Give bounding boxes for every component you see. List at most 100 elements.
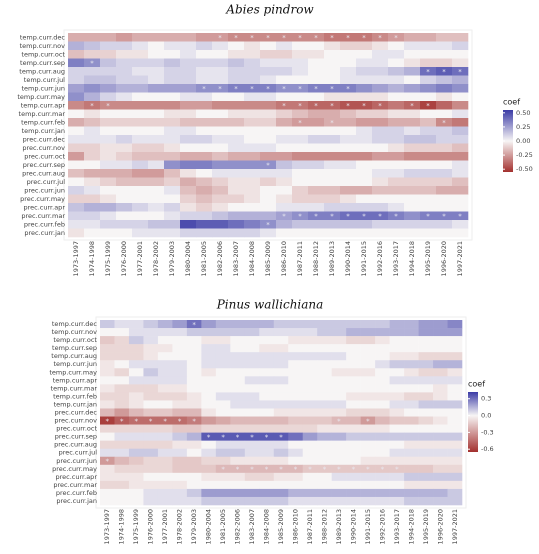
heat-cell: [128, 496, 144, 506]
heat-cell: [84, 211, 101, 221]
heat-cell: [436, 118, 453, 127]
x-tick-label: 1994-2018: [407, 509, 415, 544]
heat-cell: [201, 376, 217, 385]
heat-cell: [433, 328, 448, 337]
heat-cell: [68, 228, 85, 238]
heat-cell: [331, 448, 347, 458]
heat-cell: [331, 440, 347, 449]
heat-cell: [172, 336, 188, 345]
heat-cell: [433, 320, 448, 329]
heat-cell: [260, 126, 277, 136]
significance-mark: *: [266, 221, 270, 229]
heat-cell: [404, 456, 419, 466]
heat-cell: [276, 109, 293, 119]
heat-cell: [230, 368, 246, 377]
heat-cell: [340, 177, 357, 187]
heat-cell: [244, 109, 261, 119]
y-tick-label: temp.curr.nov: [52, 328, 98, 336]
x-tick-label: 1978-2002: [152, 241, 160, 276]
heat-cell: [388, 75, 405, 85]
heat-cell: [186, 432, 202, 441]
heat-cell: [143, 360, 159, 369]
heat-cell: [292, 194, 309, 204]
heat-cell: [388, 220, 405, 229]
heat-cell: [317, 336, 332, 345]
heat-cell: [308, 160, 325, 170]
heat-cell: [452, 220, 469, 229]
heat-cell: [164, 220, 181, 229]
significance-mark: *: [330, 102, 334, 110]
heat-cell: [372, 33, 389, 42]
heat-cell: [331, 456, 347, 466]
heat-cell: [276, 211, 293, 221]
heat-cell: [132, 67, 149, 76]
heat-cell: [228, 194, 245, 204]
heat-cell: [84, 84, 101, 93]
heat-cell: [436, 84, 453, 93]
heat-cell: [172, 456, 188, 466]
heat-cell: [186, 496, 202, 506]
heat-cell: [404, 101, 421, 110]
heat-cell: [308, 41, 325, 51]
heat-cell: [418, 352, 434, 361]
heat-cell: [433, 416, 448, 425]
heat-cell: [388, 143, 405, 153]
heat-cell: [418, 384, 434, 393]
heat-cell: [420, 211, 437, 221]
x-tick-label: 1991-2015: [360, 241, 368, 276]
heat-cell: [230, 488, 246, 498]
heat-cell: [100, 186, 117, 195]
heat-cell: [404, 416, 419, 425]
heat-cell: [302, 392, 318, 401]
heat-cell: [157, 448, 173, 458]
y-tick-label: prec.curr.nov: [22, 144, 65, 152]
heat-cell: [244, 84, 261, 93]
colorbar-tick-label: 0.00: [516, 137, 530, 145]
x-tick-label: 1974-1998: [88, 241, 96, 276]
heat-cell: [196, 84, 213, 93]
heat-cell: [100, 220, 117, 229]
heat-cell: [273, 448, 289, 458]
heat-cell: [418, 464, 434, 474]
heat-cell: [244, 186, 261, 195]
heat-cell: [324, 228, 341, 238]
heat-cell: [420, 203, 437, 212]
heat-cell: [389, 448, 405, 458]
y-tick-label: prec.curr.jan: [56, 497, 97, 505]
heat-cell: [404, 75, 421, 85]
heat-cell: [212, 67, 229, 76]
heat-cell: [404, 84, 421, 93]
heat-cell: [308, 135, 325, 144]
heat-cell: [273, 328, 289, 337]
heat-cell: [228, 211, 245, 221]
heat-cell: [172, 408, 188, 417]
heat-cell: [346, 448, 361, 458]
heat-cell: [447, 376, 463, 385]
heat-cell: [212, 135, 229, 144]
heat-cell: [212, 220, 229, 229]
colorbar-tick-label: 0.0: [481, 412, 491, 420]
heat-cell: [389, 376, 405, 385]
heat-cell: [164, 186, 181, 195]
heat-cell: [148, 228, 165, 238]
heat-cell: [340, 109, 357, 119]
heat-cell: [420, 126, 437, 136]
heat-cell: [447, 384, 463, 393]
heat-cell: [331, 408, 347, 417]
heat-cell: [180, 41, 197, 51]
heat-cell: [420, 118, 437, 127]
heat-cell: [215, 432, 231, 441]
y-tick-label: prec.curr.mar: [53, 481, 97, 489]
heat-cell: [68, 135, 85, 144]
heat-cell: [433, 424, 448, 433]
heat-cell: [186, 392, 202, 401]
heat-cell: [436, 92, 453, 102]
heat-cell: [172, 416, 188, 425]
significance-mark: *: [282, 213, 286, 221]
heat-cell: [388, 135, 405, 144]
heat-cell: [404, 211, 421, 221]
heat-cell: [114, 336, 130, 345]
heat-cell: [302, 424, 318, 433]
heat-cell: [180, 75, 197, 85]
heat-cell: [331, 464, 347, 474]
